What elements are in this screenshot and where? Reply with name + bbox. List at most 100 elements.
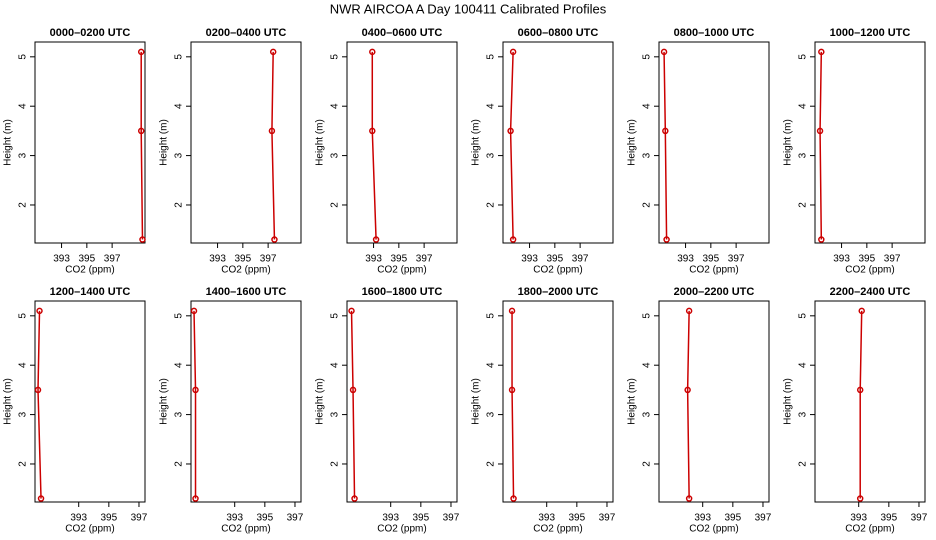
data-point: [685, 307, 693, 315]
y-tick-label: 4: [486, 103, 497, 109]
x-tick-label: 395: [234, 254, 251, 265]
y-tick-label: 5: [642, 313, 653, 319]
y-tick-label: 3: [798, 411, 809, 417]
data-point: [508, 307, 516, 315]
y-tick-label: 4: [174, 362, 185, 368]
y-tick-label: 3: [18, 411, 29, 417]
profile-line: [511, 310, 515, 499]
y-tick-label: 2: [798, 202, 809, 208]
x-tick-label: 393: [521, 254, 538, 265]
panel: 2000–2200 UTC 393 395 397 2 3 4 5 CO2 (ppm) Heigh…: [627, 286, 772, 535]
figure-title: NWR AIRCOA A Day 100411 Calibrated Profi…: [330, 1, 607, 16]
y-axis-label: Height (m): [159, 378, 170, 425]
plot-frame: [502, 41, 614, 244]
panel-title: 2000–2200 UTC: [674, 286, 755, 298]
profile-line: [371, 51, 377, 240]
panel: 2200–2400 UTC 393 395 397 2 3 4 5 CO2 (ppm) Heigh…: [783, 286, 928, 535]
data-point: [139, 236, 146, 243]
x-tick-label: 393: [833, 254, 850, 265]
data-point: [684, 386, 691, 394]
profile-line: [37, 310, 42, 499]
y-tick-label: 3: [18, 152, 29, 158]
data-point: [192, 386, 199, 394]
panel-title: 1400–1600 UTC: [206, 286, 287, 298]
y-tick-label: 2: [330, 202, 341, 208]
y-tick-label: 4: [642, 103, 653, 109]
data-point: [509, 236, 517, 243]
x-axis-label: CO2 (ppm): [221, 524, 270, 535]
x-axis-label: CO2 (ppm): [689, 524, 738, 535]
x-tick-label: 393: [850, 513, 867, 524]
y-axis-label: Height (m): [3, 378, 14, 425]
x-tick-label: 395: [100, 513, 117, 524]
panel-title: 1000–1200 UTC: [830, 27, 911, 39]
x-tick-label: 393: [677, 254, 694, 265]
y-axis-label: Height (m): [783, 119, 794, 166]
y-axis-label: Height (m): [471, 378, 482, 425]
data-point: [271, 236, 278, 243]
x-tick-label: 395: [724, 513, 741, 524]
x-tick-label: 395: [858, 254, 875, 265]
y-tick-label: 2: [486, 202, 497, 208]
data-point: [351, 495, 358, 502]
x-tick-label: 395: [256, 513, 273, 524]
x-axis-label: CO2 (ppm): [689, 265, 738, 276]
x-tick-label: 395: [78, 254, 95, 265]
y-axis-label: Height (m): [159, 119, 170, 166]
data-point: [508, 386, 516, 394]
x-tick-label: 393: [365, 254, 382, 265]
data-point: [663, 236, 670, 243]
y-tick-label: 3: [798, 152, 809, 158]
data-point: [660, 48, 668, 56]
data-point: [507, 127, 514, 135]
x-tick-label: 397: [728, 254, 745, 265]
y-tick-label: 5: [486, 313, 497, 319]
data-point: [137, 48, 145, 56]
data-point: [858, 307, 865, 315]
data-point: [348, 307, 355, 315]
data-point: [192, 495, 199, 502]
panel: 0400–0600 UTC 393 395 397 2 3 4 5 CO2 (ppm) Heigh…: [315, 27, 458, 276]
y-tick-label: 2: [642, 202, 653, 208]
x-tick-label: 393: [53, 254, 70, 265]
profile-line: [663, 51, 668, 240]
plot-frame: [34, 300, 146, 503]
plot-frame: [346, 300, 458, 503]
data-point: [662, 127, 669, 135]
x-tick-label: 395: [568, 513, 585, 524]
data-point: [856, 495, 864, 502]
data-point: [816, 127, 824, 135]
x-axis-label: CO2 (ppm): [221, 265, 270, 276]
y-tick-label: 4: [798, 103, 809, 109]
plot-frame: [658, 300, 770, 503]
y-axis-label: Height (m): [627, 378, 638, 425]
profile-line: [509, 51, 514, 240]
plot-frame: [814, 300, 926, 503]
y-tick-label: 2: [486, 461, 497, 467]
data-point: [685, 495, 693, 502]
y-tick-label: 4: [642, 362, 653, 368]
data-point: [349, 386, 357, 394]
y-tick-label: 5: [18, 313, 29, 319]
data-point: [818, 48, 825, 56]
x-tick-label: 395: [702, 254, 719, 265]
y-tick-label: 5: [174, 54, 185, 60]
data-point: [190, 307, 198, 315]
panel: 0800–1000 UTC 393 395 397 2 3 4 5 CO2 (ppm) Heigh…: [627, 27, 770, 276]
panel-title: 0800–1000 UTC: [674, 27, 755, 39]
y-tick-label: 5: [486, 54, 497, 60]
x-tick-label: 397: [443, 513, 460, 524]
plot-frame: [190, 300, 302, 503]
panel-title: 0600–0800 UTC: [518, 27, 599, 39]
y-tick-label: 2: [174, 202, 185, 208]
panel: 0200–0400 UTC 393 395 397 2 3 4 5 CO2 (ppm) Heigh…: [159, 27, 302, 276]
data-point: [268, 127, 276, 135]
panel: 1400–1600 UTC 393 395 397 2 3 4 5 CO2 (ppm) Heigh…: [159, 286, 304, 535]
panel: 1600–1800 UTC 393 395 397 2 3 4 5 CO2 (ppm) Heigh…: [315, 286, 460, 535]
x-tick-label: 397: [884, 254, 901, 265]
y-tick-label: 3: [486, 411, 497, 417]
x-axis-label: CO2 (ppm): [533, 265, 582, 276]
panel: 0600–0800 UTC 393 395 397 2 3 4 5 CO2 (ppm) Heigh…: [471, 27, 614, 276]
y-tick-label: 4: [18, 362, 29, 368]
data-point: [818, 236, 825, 243]
